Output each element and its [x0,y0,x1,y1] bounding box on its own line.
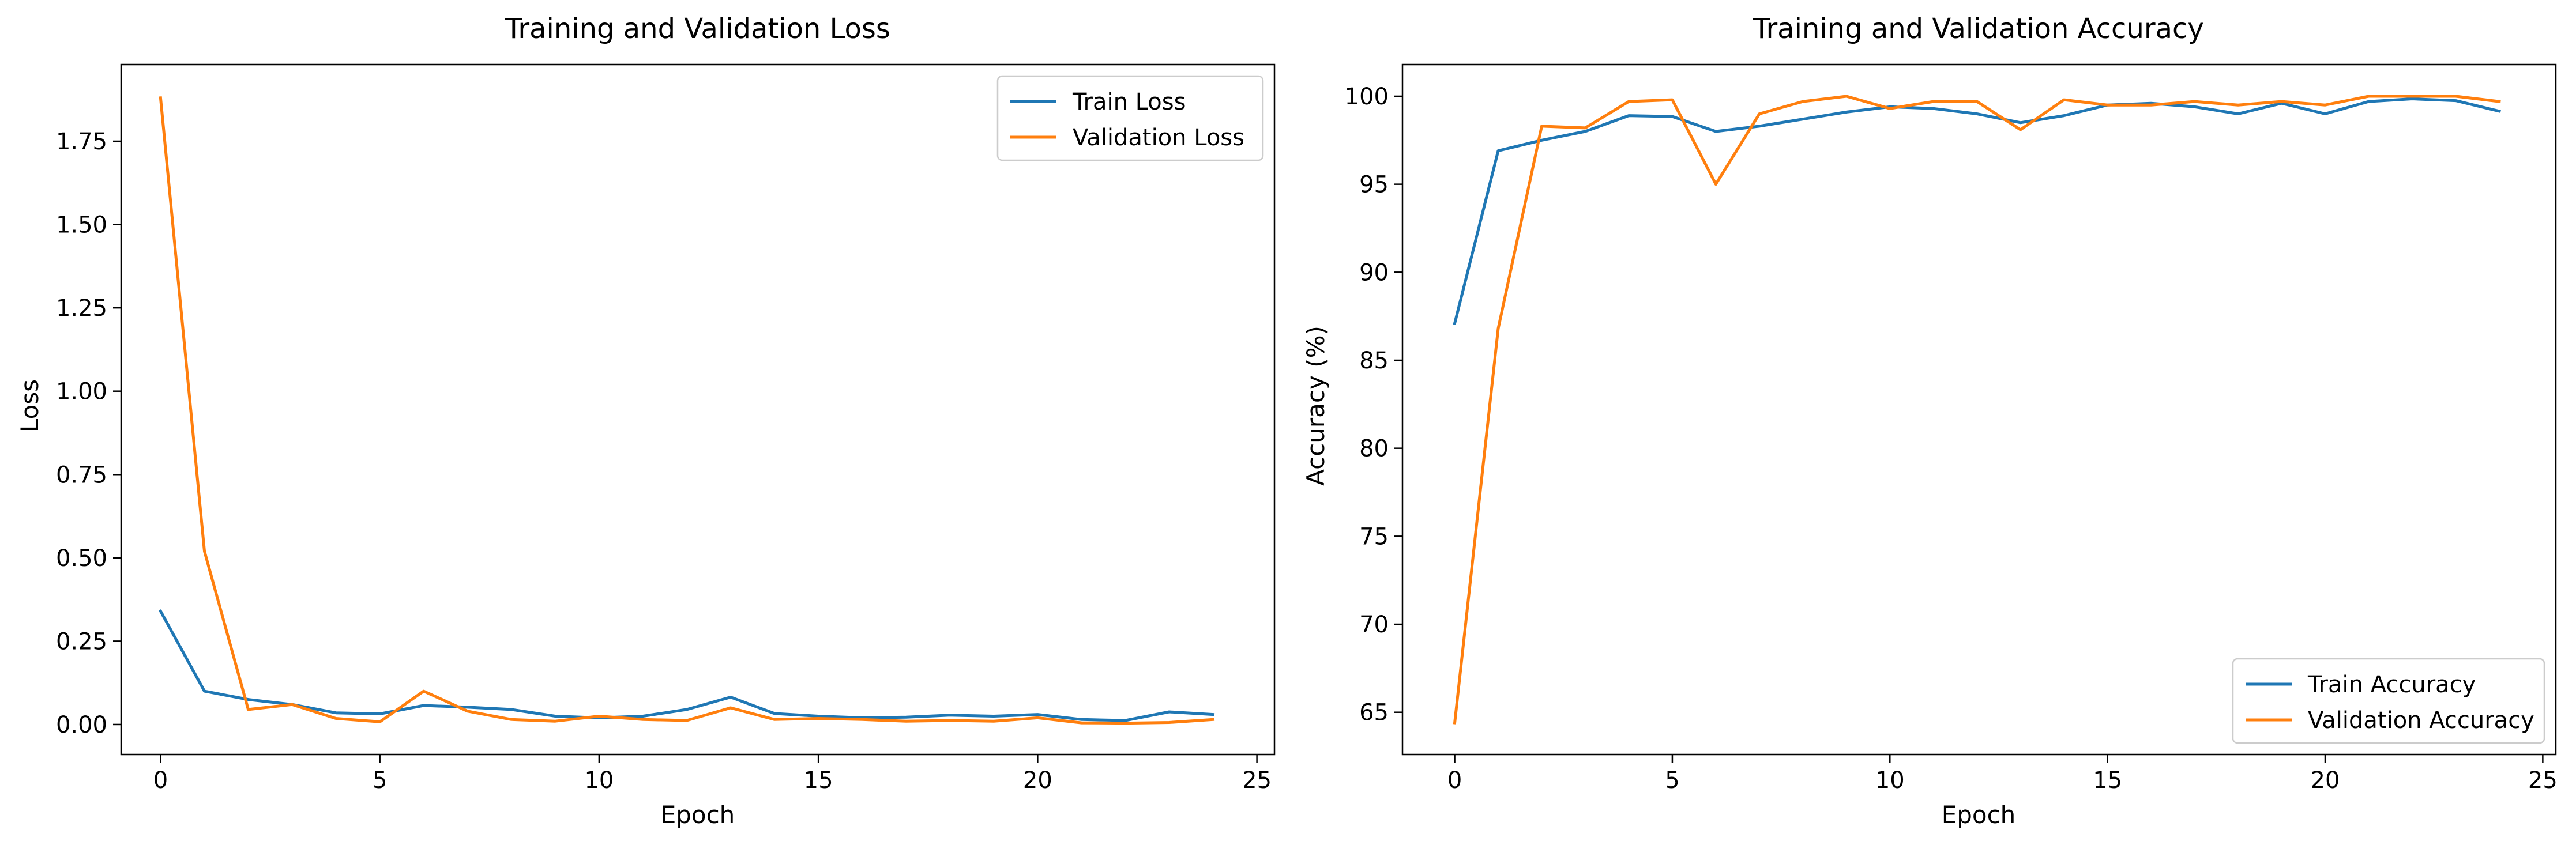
chart-title: Training and Validation Accuracy [1753,13,2204,45]
x-axis-label: Epoch [661,801,735,829]
accuracy-chart: Training and Validation Accuracy Epoch A… [1302,13,2558,829]
series-line-0 [159,609,1215,722]
y-tick-label: 0.25 [56,628,107,655]
legend: Train Accuracy Validation Accuracy [2232,658,2545,744]
y-tick-label: 1.25 [56,295,107,322]
y-tick-label: 95 [1359,172,1389,198]
series-line-1 [1453,95,2501,725]
y-axis-label: Loss [16,379,44,432]
x-tick-label: 10 [1875,767,1905,794]
legend-entry-1: Validation Accuracy [2308,707,2534,734]
legend: Train Loss Validation Loss [996,75,1264,161]
y-tick-label: 100 [1345,84,1389,110]
x-tick-label: 0 [1447,767,1462,794]
chart-title: Training and Validation Loss [505,13,890,45]
x-tick-label: 15 [804,767,833,794]
legend-entry-0: Train Loss [1072,89,1186,115]
series-line-0 [1453,97,2501,325]
y-tick-label: 70 [1359,612,1389,638]
y-tick-label: 90 [1359,259,1389,286]
x-axis-label: Epoch [1942,801,2016,829]
x-tick-label: 10 [584,767,614,794]
legend-entry-0: Train Accuracy [2307,672,2476,698]
y-tick-label: 1.50 [56,212,107,239]
plot-frame [120,63,1276,756]
loss-chart: Training and Validation Loss Epoch Loss … [16,13,1276,829]
x-tick-label: 5 [373,767,387,794]
x-tick-label: 25 [2528,767,2558,794]
y-tick-label: 65 [1359,700,1389,726]
y-tick-label: 80 [1359,436,1389,462]
legend-box [996,75,1264,161]
x-tick-label: 20 [1023,767,1052,794]
x-tick-label: 20 [2311,767,2340,794]
y-tick-label: 1.75 [56,129,107,155]
x-tick-label: 0 [153,767,168,794]
y-tick-label: 85 [1359,348,1389,374]
series-line-1 [159,96,1215,725]
y-tick-label: 1.00 [56,379,107,405]
plot-frame [1401,63,2557,756]
x-tick-label: 15 [2093,767,2122,794]
y-tick-label: 0.75 [56,462,107,488]
legend-entry-1: Validation Loss [1073,125,1244,151]
x-tick-label: 25 [1242,767,1272,794]
y-tick-label: 75 [1359,523,1389,550]
legend-box [2232,658,2545,744]
x-tick-label: 5 [1665,767,1679,794]
y-tick-label: 0.50 [56,545,107,572]
y-tick-label: 0.00 [56,712,107,738]
y-axis-label: Accuracy (%) [1302,326,1330,486]
